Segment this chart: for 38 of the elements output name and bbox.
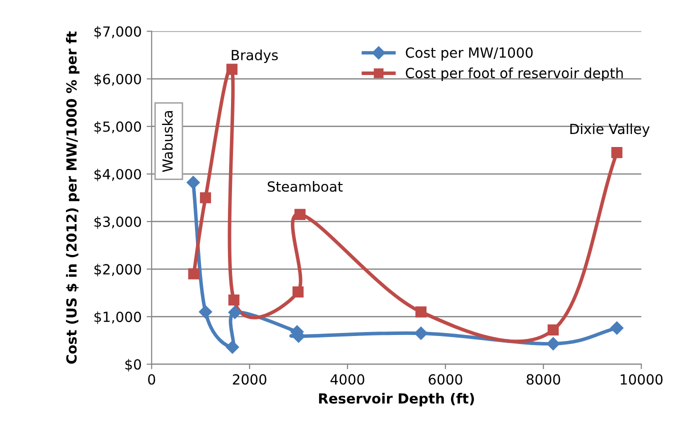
x-tick-label: 4000: [330, 374, 364, 385]
x-tick-label: 10000: [620, 374, 663, 385]
legend-label: Cost per MW/1000: [406, 47, 533, 61]
point: [610, 321, 624, 335]
point: [546, 337, 560, 350]
legend-label: Cost per foot of reservoir depth: [406, 68, 623, 81]
annotation: Dixie Valley: [570, 123, 650, 137]
point: [611, 147, 622, 158]
annotation: Bradys: [232, 50, 278, 63]
point: [188, 268, 200, 280]
y-tick-label: $5,000: [94, 121, 141, 134]
point: [228, 294, 240, 306]
point: [228, 306, 242, 319]
point: [414, 326, 428, 340]
point: [186, 176, 200, 190]
point: [200, 192, 212, 204]
x-axis-title: Reservoir Depth (ft): [319, 392, 474, 406]
x-tick-label: 2000: [232, 374, 266, 385]
point: [198, 305, 212, 318]
point: [548, 324, 559, 336]
y-tick-label: $0: [125, 358, 141, 372]
point: [294, 208, 306, 220]
x-tick-label: 8000: [526, 374, 560, 385]
annotation: Steamboat: [268, 181, 343, 192]
y-tick-label: $3,000: [94, 216, 141, 229]
y-tick-label: $7,000: [94, 26, 141, 39]
x-tick-label: 0: [148, 374, 156, 385]
x-tick-label: 6000: [428, 374, 462, 385]
point: [226, 64, 238, 75]
y-tick-label: $2,000: [94, 264, 141, 276]
annotation: Wabuska: [162, 111, 173, 172]
y-axis-title: Cost (US $ in (2012) per MW/1000 % per ft: [66, 31, 80, 364]
point: [226, 340, 240, 354]
y-tick-label: $6,000: [94, 74, 141, 86]
point: [292, 286, 304, 298]
y-tick-label: $1,000: [94, 311, 141, 324]
point: [415, 306, 427, 318]
y-tick-label: $4,000: [94, 168, 141, 182]
